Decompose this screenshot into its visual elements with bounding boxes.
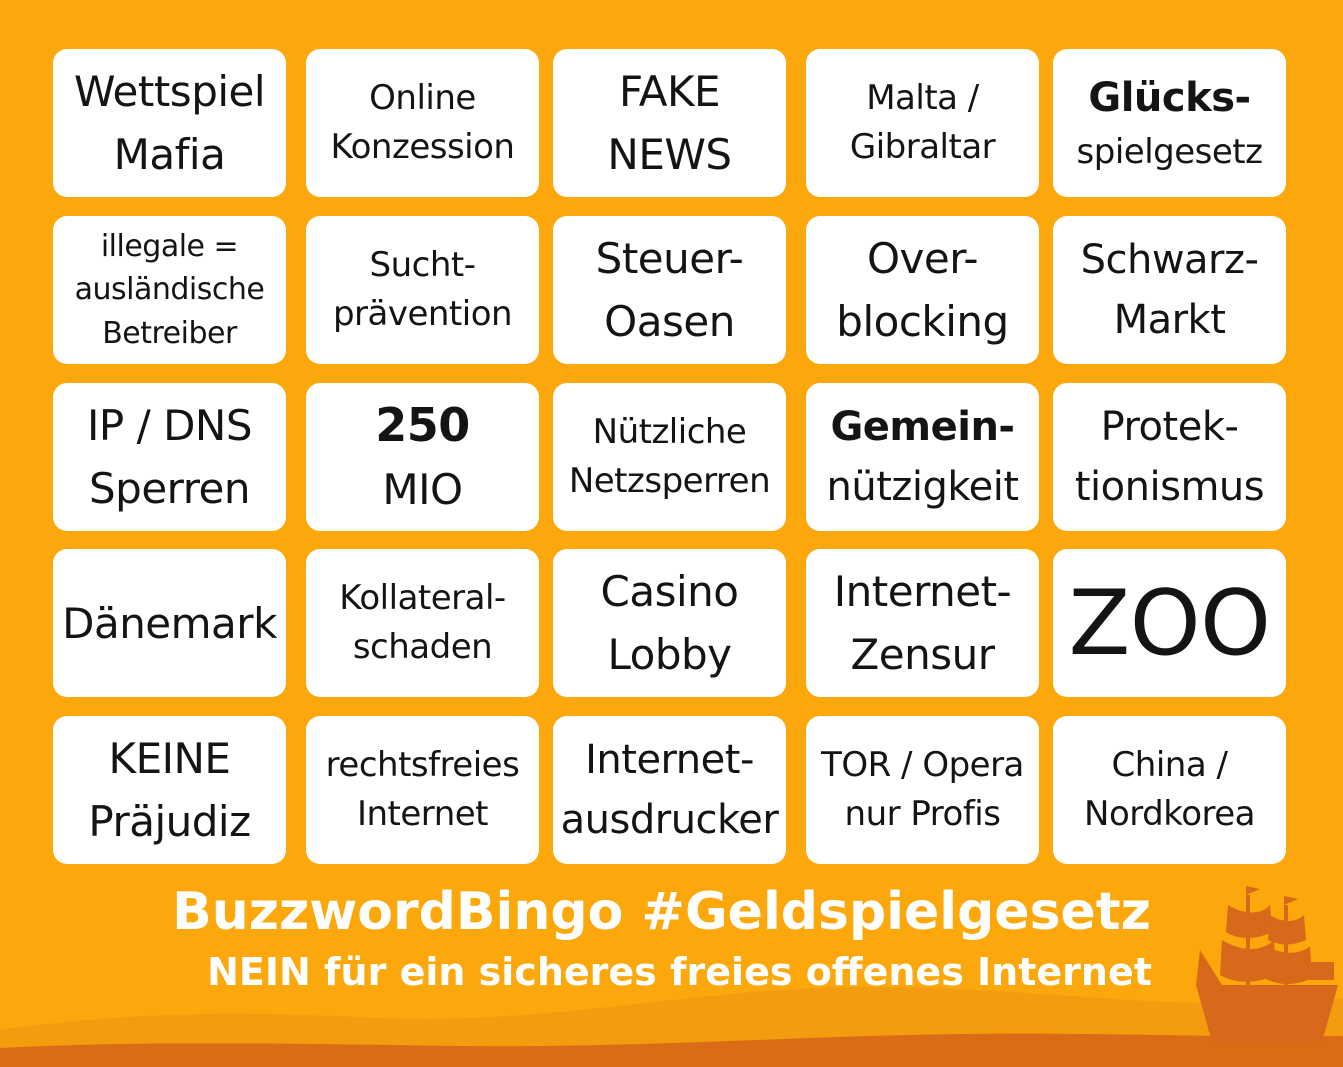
bingo-cell-line: NEWS [607, 130, 732, 179]
bingo-cell-line: schaden [352, 627, 493, 667]
bingo-cell: Internet-ausdrucker [553, 716, 786, 864]
bingo-cell: Protek-tionismus [1053, 383, 1286, 531]
bingo-cell-line: Markt [1113, 297, 1226, 343]
bingo-cell-line: nützigkeit [826, 464, 1019, 510]
bingo-cell: Gemein-nützigkeit [806, 383, 1039, 531]
bingo-cell: Kollateral-schaden [306, 549, 539, 697]
bingo-cell-line: Online [369, 77, 476, 118]
bingo-cell-line: Präjudiz [88, 797, 251, 846]
bingo-cell-line: TOR / Opera [821, 744, 1024, 785]
bingo-cell-line: Kollateral- [339, 577, 506, 618]
bingo-cell-line: FAKE [618, 67, 721, 116]
bingo-cell-line: China / [1111, 744, 1228, 785]
bingo-cell: Over-blocking [806, 216, 1039, 364]
bingo-cell-line: tionismus [1074, 464, 1265, 510]
bingo-cell-line: ausdrucker [560, 797, 779, 843]
bingo-cell-line: Gemein- [830, 404, 1015, 450]
bingo-cell-line: Nordkorea [1084, 794, 1255, 834]
bingo-cell-line: Steuer- [595, 234, 744, 283]
bingo-cell-line: rechtsfreies [325, 744, 520, 785]
footer-title: BuzzwordBingo #Geldspielgesetz [172, 882, 1151, 942]
bingo-cell: Steuer- Oasen [553, 216, 786, 364]
bingo-cell-line: IP / DNS [87, 401, 252, 450]
bingo-cell-line: Wettspiel [73, 67, 266, 116]
bingo-cell: KEINE Präjudiz [53, 716, 286, 864]
bingo-cell: Dänemark [53, 549, 286, 697]
bingo-cell-line: Dänemark [62, 598, 277, 648]
bingo-cell: Internet- Zensur [806, 549, 1039, 697]
bingo-cell: FAKE NEWS [553, 49, 786, 197]
bingo-cell-line: KEINE [108, 734, 231, 783]
bingo-cell: China / Nordkorea [1053, 716, 1286, 864]
bingo-cell: IP / DNS Sperren [53, 383, 286, 531]
bingo-cell-line: ZOO [1068, 570, 1271, 676]
bingo-cell: Glücks-spielgesetz [1053, 49, 1286, 197]
bingo-cell-line: Internet [356, 794, 489, 834]
bingo-cell-line: Malta / [866, 77, 979, 118]
wave-dark [0, 1033, 1343, 1067]
bingo-cell-line: 250 [375, 398, 470, 453]
bingo-cell-line: Betreiber [102, 315, 237, 351]
footer-subtitle: NEIN für ein sicheres freies offenes Int… [207, 950, 1152, 994]
bingo-cell-line: Sucht- [369, 244, 476, 285]
bingo-cell-line: Konzession [330, 127, 515, 167]
bingo-cell-line: blocking [836, 297, 1009, 346]
sailing-ship-icon [1196, 886, 1338, 1042]
bingo-cell-line: Mafia [113, 130, 226, 179]
bingo-cell: Online Konzession [306, 49, 539, 197]
bingo-cell: Nützliche Netzsperren [553, 383, 786, 531]
bingo-cell-line: Casino [600, 567, 739, 616]
bingo-cell-line: ausländische [74, 272, 265, 308]
bingo-cell-line: Oasen [604, 297, 735, 346]
bingo-cell-line: MIO [382, 464, 463, 514]
bingo-cell-line: Nützliche [592, 411, 747, 452]
bingo-cell-line: Over- [867, 234, 979, 283]
bingo-cell: illegale = ausländische Betreiber [53, 216, 286, 364]
bingo-cell-line: Zensur [850, 630, 996, 679]
bingo-cell-line: Netzsperren [568, 461, 771, 501]
bingo-cell-line: Gibraltar [849, 127, 996, 167]
bingo-cell-line: Internet- [585, 737, 754, 783]
bingo-cell: Casino Lobby [553, 549, 786, 697]
bingo-cell-line: spielgesetz [1076, 132, 1263, 173]
bingo-cell: 250 MIO [306, 383, 539, 531]
bingo-cell-line: Lobby [607, 630, 732, 679]
bingo-cell-line: Schwarz- [1080, 237, 1259, 283]
bingo-cell-line: illegale = [100, 228, 239, 264]
bingo-cell: TOR / Opera nur Profis [806, 716, 1039, 864]
bingo-cell: Sucht-prävention [306, 216, 539, 364]
bingo-cell: Schwarz- Markt [1053, 216, 1286, 364]
bingo-cell-line: Protek- [1100, 404, 1239, 450]
bingo-cell-line: prävention [332, 294, 513, 334]
bingo-cell: rechtsfreies Internet [306, 716, 539, 864]
bingo-cell-line: Internet- [833, 567, 1012, 616]
bingo-cell-line: Sperren [89, 464, 251, 513]
bingo-cell: ZOO [1053, 549, 1286, 697]
bingo-cell-line: nur Profis [844, 794, 1001, 834]
bingo-cell: Wettspiel Mafia [53, 49, 286, 197]
bingo-cell-line: Glücks- [1088, 75, 1251, 122]
bingo-cell: Malta / Gibraltar [806, 49, 1039, 197]
